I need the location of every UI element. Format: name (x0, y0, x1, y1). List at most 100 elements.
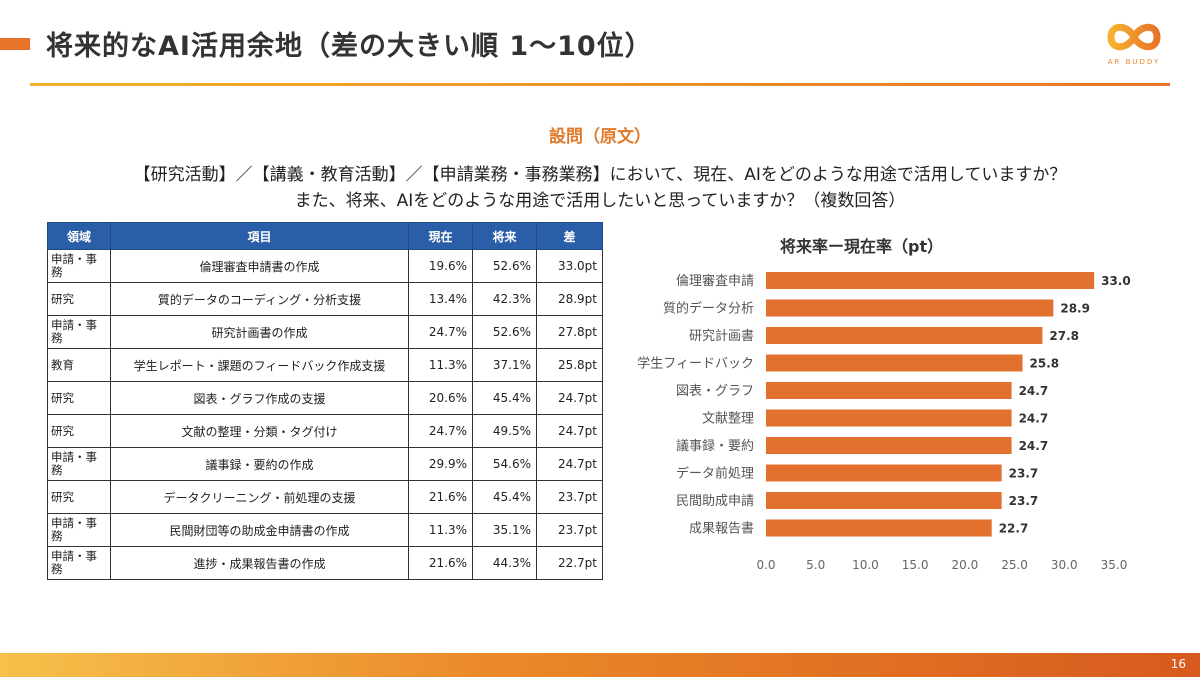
data-label: 24.7 (1019, 412, 1049, 426)
title-underline (30, 83, 1170, 86)
cell-future: 52.6% (472, 315, 537, 349)
cell-item: 学生レポート・課題のフィードバック作成支援 (110, 348, 409, 382)
cell-current: 21.6% (408, 480, 473, 514)
bar (766, 409, 1012, 427)
cell-diff: 25.8pt (536, 348, 603, 382)
cell-area: 研究 (47, 480, 111, 514)
table-row: 申請・事務 進捗・成果報告書の作成 21.6% 44.3% 22.7pt (47, 546, 603, 580)
cell-future: 54.6% (472, 447, 537, 481)
category-label: 民間助成申請 (676, 494, 754, 509)
cell-diff: 23.7pt (536, 480, 603, 514)
bar (766, 437, 1012, 454)
cell-item: データクリーニング・前処理の支援 (110, 480, 409, 514)
cell-diff: 23.7pt (536, 513, 603, 547)
cell-area: 申請・事務 (47, 546, 111, 580)
cell-future: 42.3% (472, 282, 537, 316)
cell-current: 20.6% (408, 381, 473, 415)
data-label: 28.9 (1060, 302, 1090, 316)
brand-logo: AR BUDDY (1098, 20, 1170, 76)
question-line-2: また、将来、AIをどのような用途で活用したいと思っていますか？（複数回答） (294, 191, 906, 211)
table-row: 申請・事務 議事録・要約の作成 29.9% 54.6% 24.7pt (47, 447, 603, 481)
cell-current: 19.6% (408, 249, 473, 283)
bar (766, 382, 1012, 399)
column-header-diff: 差 (536, 222, 603, 250)
category-label: 議事録・要約 (676, 439, 754, 454)
column-header-area: 領域 (47, 222, 111, 250)
cell-future: 35.1% (472, 513, 537, 547)
chart-title: 将来率ー現在率（pt） (780, 237, 944, 256)
cell-future: 37.1% (472, 348, 537, 382)
logo-text: AR BUDDY (1107, 58, 1161, 66)
cell-diff: 24.7pt (536, 381, 603, 415)
cell-diff: 22.7pt (536, 546, 603, 580)
cell-current: 21.6% (408, 546, 473, 580)
cell-current: 24.7% (408, 315, 473, 349)
x-tick-label: 0.0 (756, 558, 775, 572)
page-number: 16 (1170, 657, 1186, 671)
cell-diff: 33.0pt (536, 249, 603, 283)
cell-future: 45.4% (472, 480, 537, 514)
category-label: 質的データ分析 (663, 301, 754, 317)
category-label: データ前処理 (676, 466, 754, 482)
data-label: 24.7 (1019, 439, 1049, 453)
cell-diff: 24.7pt (536, 414, 603, 448)
cell-item: 研究計画書の作成 (110, 315, 409, 349)
x-tick-label: 5.0 (806, 558, 825, 572)
bar (766, 299, 1054, 317)
cell-current: 29.9% (408, 447, 473, 481)
data-label: 24.7 (1019, 384, 1049, 398)
footer-bar (0, 653, 1200, 677)
column-header-future: 将来 (472, 222, 537, 250)
bar (766, 492, 1002, 509)
category-label: 図表・グラフ (676, 384, 754, 399)
table-row: 教育 学生レポート・課題のフィードバック作成支援 11.3% 37.1% 25.… (47, 348, 603, 382)
category-label: 文献整理 (702, 412, 754, 427)
x-tick-label: 10.0 (852, 558, 879, 572)
cell-future: 52.6% (472, 249, 537, 283)
bar (766, 327, 1043, 344)
table-row: 研究 図表・グラフ作成の支援 20.6% 45.4% 24.7pt (47, 381, 603, 415)
column-header-current: 現在 (408, 222, 473, 250)
infinity-icon (1107, 23, 1161, 51)
cell-item: 質的データのコーディング・分析支援 (110, 282, 409, 316)
x-tick-label: 15.0 (902, 558, 929, 572)
cell-area: 申請・事務 (47, 447, 111, 481)
cell-area: 研究 (47, 282, 111, 316)
cell-future: 45.4% (472, 381, 537, 415)
cell-area: 申請・事務 (47, 315, 111, 349)
cell-item: 進捗・成果報告書の作成 (110, 546, 409, 580)
bar (766, 464, 1002, 482)
x-tick-label: 20.0 (951, 558, 978, 572)
question-line-1: 【研究活動】／【講義・教育活動】／【申請業務・事務業務】において、現在、AIをど… (133, 165, 1067, 185)
cell-area: 教育 (47, 348, 111, 382)
category-label: 研究計画書 (689, 328, 754, 344)
cell-diff: 24.7pt (536, 447, 603, 481)
category-label: 学生フィードバック (637, 356, 754, 372)
category-label: 成果報告書 (689, 522, 754, 537)
table-row: 申請・事務 研究計画書の作成 24.7% 52.6% 27.8pt (47, 315, 603, 349)
data-label: 33.0 (1101, 274, 1131, 288)
table-row: 研究 データクリーニング・前処理の支援 21.6% 45.4% 23.7pt (47, 480, 603, 514)
x-tick-label: 25.0 (1001, 558, 1028, 572)
cell-area: 研究 (47, 381, 111, 415)
cell-item: 文献の整理・分類・タグ付け (110, 414, 409, 448)
cell-item: 議事録・要約の作成 (110, 447, 409, 481)
bar (766, 354, 1023, 372)
data-label: 25.8 (1030, 357, 1060, 371)
bar-chart: 倫理審査申請 33.0 質的データ分析 28.9 研究計画書 27.8 学生フィードバック 2… (637, 272, 1131, 572)
cell-item: 倫理審査申請書の作成 (110, 249, 409, 283)
table-row: 研究 質的データのコーディング・分析支援 13.4% 42.3% 28.9pt (47, 282, 603, 316)
bar (766, 272, 1095, 289)
data-label: 23.7 (1009, 494, 1039, 508)
cell-future: 49.5% (472, 414, 537, 448)
data-label: 22.7 (999, 522, 1029, 536)
title-accent-bar (0, 38, 30, 50)
bar (766, 519, 992, 537)
cell-area: 申請・事務 (47, 249, 111, 283)
cell-future: 44.3% (472, 546, 537, 580)
cell-current: 24.7% (408, 414, 473, 448)
data-label: 27.8 (1049, 329, 1079, 343)
cell-current: 11.3% (408, 513, 473, 547)
table-row: 申請・事務 民間財団等の助成金申請書の作成 11.3% 35.1% 23.7pt (47, 513, 603, 547)
cell-area: 研究 (47, 414, 111, 448)
